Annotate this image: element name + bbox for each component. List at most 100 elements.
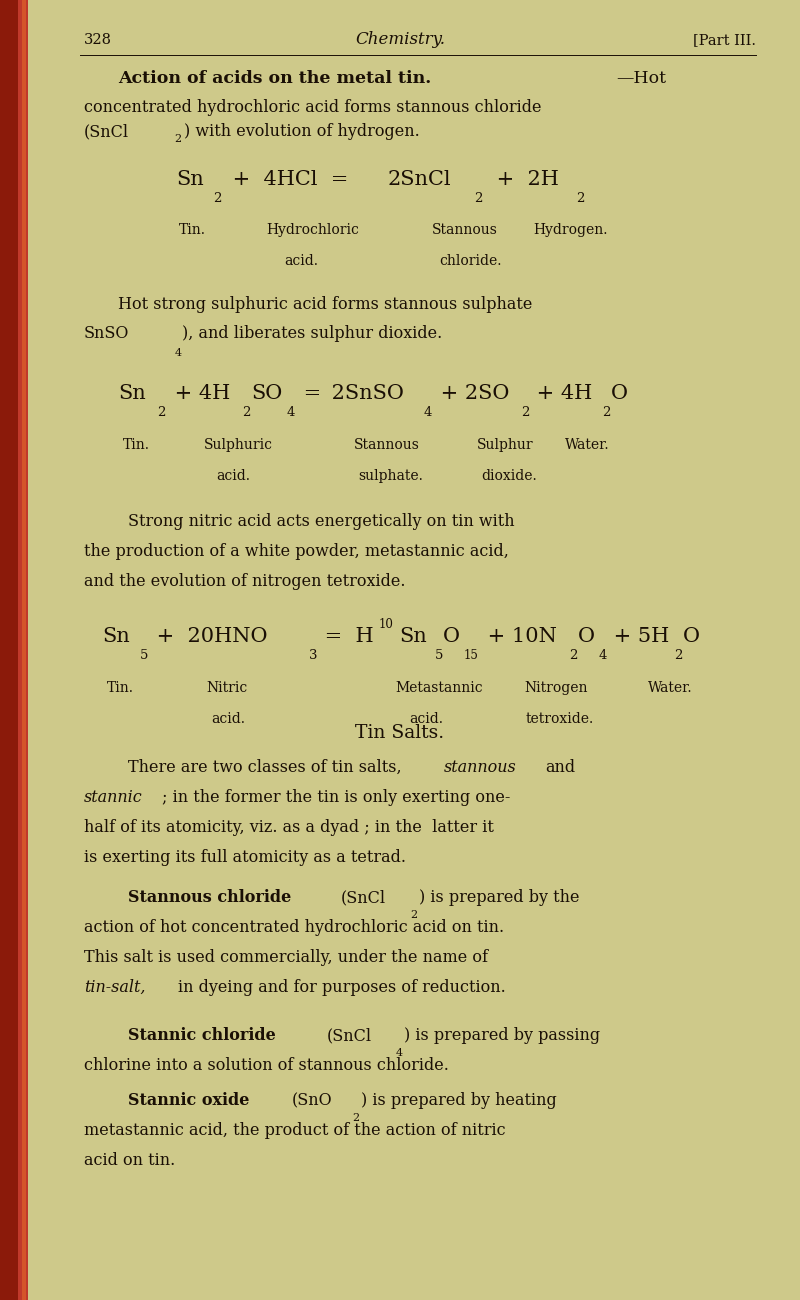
Text: ; in the former the tin is only exerting one-: ; in the former the tin is only exerting… — [162, 789, 510, 806]
Bar — [0, 0, 18, 1300]
Text: 4: 4 — [395, 1048, 402, 1058]
Text: + 4H: + 4H — [530, 384, 593, 403]
Text: acid.: acid. — [211, 712, 246, 725]
Text: Water.: Water. — [648, 681, 693, 694]
Text: 2: 2 — [570, 649, 578, 662]
Text: +  2H: + 2H — [490, 169, 558, 188]
Text: + 10N: + 10N — [481, 627, 557, 646]
Text: 3: 3 — [309, 649, 318, 662]
Text: acid.: acid. — [216, 469, 250, 482]
Text: 2: 2 — [522, 406, 530, 419]
Text: Hydrogen.: Hydrogen. — [534, 224, 608, 237]
Text: SO: SO — [251, 384, 282, 403]
Text: Tin.: Tin. — [179, 224, 206, 237]
Text: Sn: Sn — [176, 169, 204, 188]
Text: Nitric: Nitric — [206, 681, 248, 694]
Text: + 5H: + 5H — [607, 627, 670, 646]
Text: There are two classes of tin salts,: There are two classes of tin salts, — [128, 759, 402, 776]
Text: 4: 4 — [424, 406, 432, 419]
Text: =: = — [297, 384, 321, 403]
Text: 2: 2 — [602, 406, 610, 419]
Text: dioxide.: dioxide. — [481, 469, 537, 482]
Text: 328: 328 — [84, 34, 112, 47]
Text: ), and liberates sulphur dioxide.: ), and liberates sulphur dioxide. — [182, 325, 442, 342]
Text: 5: 5 — [140, 649, 148, 662]
Text: O: O — [443, 627, 460, 646]
Text: acid.: acid. — [284, 255, 318, 268]
Text: Stannous chloride: Stannous chloride — [128, 889, 291, 906]
Text: 2: 2 — [214, 191, 222, 204]
Text: +  4HCl  =: + 4HCl = — [226, 169, 348, 188]
Text: 10: 10 — [378, 618, 394, 630]
Text: Action of acids on the metal tin.: Action of acids on the metal tin. — [118, 70, 432, 87]
Text: Strong nitric acid acts energetically on tin with: Strong nitric acid acts energetically on… — [128, 514, 514, 530]
Text: 2: 2 — [474, 191, 482, 204]
Text: O: O — [611, 384, 628, 403]
Text: Metastannic: Metastannic — [395, 681, 483, 694]
Text: +  20HNO: + 20HNO — [150, 627, 267, 646]
Text: Tin.: Tin. — [106, 681, 134, 694]
Text: acid.: acid. — [409, 712, 443, 725]
Text: in dyeing and for purposes of reduction.: in dyeing and for purposes of reduction. — [178, 979, 506, 996]
Text: stannic: stannic — [84, 789, 142, 806]
Text: Tin Salts.: Tin Salts. — [355, 724, 445, 742]
Text: [Part III.: [Part III. — [693, 34, 756, 47]
Text: 2: 2 — [352, 1113, 359, 1123]
Text: 4: 4 — [174, 348, 182, 359]
Text: Stannic chloride: Stannic chloride — [128, 1027, 276, 1044]
Bar — [18, 0, 22, 1300]
Text: (SnCl: (SnCl — [341, 889, 386, 906]
Text: 4: 4 — [598, 649, 606, 662]
Text: 2: 2 — [242, 406, 250, 419]
Text: 2: 2 — [674, 649, 682, 662]
Text: and the evolution of nitrogen tetroxide.: and the evolution of nitrogen tetroxide. — [84, 573, 406, 590]
Text: 2: 2 — [174, 134, 182, 144]
Text: action of hot concentrated hydrochloric acid on tin.: action of hot concentrated hydrochloric … — [84, 919, 504, 936]
Text: Stannous: Stannous — [432, 224, 498, 237]
Text: Tin.: Tin. — [122, 438, 150, 451]
Text: Sn: Sn — [102, 627, 130, 646]
Text: Sulphuric: Sulphuric — [204, 438, 273, 451]
Text: chloride.: chloride. — [439, 255, 502, 268]
Text: tetroxide.: tetroxide. — [526, 712, 594, 725]
Text: 2: 2 — [576, 191, 584, 204]
Bar — [26, 0, 28, 1300]
Text: acid on tin.: acid on tin. — [84, 1152, 175, 1169]
Text: Water.: Water. — [565, 438, 610, 451]
Bar — [22, 0, 26, 1300]
Text: Nitrogen: Nitrogen — [524, 681, 587, 694]
Text: Hydrochloric: Hydrochloric — [266, 224, 359, 237]
Text: 4: 4 — [286, 406, 294, 419]
Text: SnSO: SnSO — [84, 325, 130, 342]
Text: Sulphur: Sulphur — [477, 438, 534, 451]
Text: Sn: Sn — [118, 384, 146, 403]
Text: and: and — [546, 759, 576, 776]
Text: 2SnSO: 2SnSO — [325, 384, 404, 403]
Text: (SnO: (SnO — [292, 1092, 333, 1109]
Text: Stannous: Stannous — [354, 438, 419, 451]
Text: ) is prepared by heating: ) is prepared by heating — [361, 1092, 557, 1109]
Text: is exerting its full atomicity as a tetrad.: is exerting its full atomicity as a tetr… — [84, 849, 406, 866]
Text: O: O — [578, 627, 594, 646]
Text: Sn: Sn — [399, 627, 427, 646]
Text: chlorine into a solution of stannous chloride.: chlorine into a solution of stannous chl… — [84, 1057, 449, 1074]
Text: 2SnCl: 2SnCl — [387, 169, 451, 188]
Text: (SnCl: (SnCl — [84, 124, 129, 140]
Text: the production of a white powder, metastannic acid,: the production of a white powder, metast… — [84, 543, 509, 560]
Text: =  H: = H — [318, 627, 374, 646]
Text: 15: 15 — [464, 649, 479, 662]
Text: + 4H: + 4H — [168, 384, 230, 403]
Text: stannous: stannous — [444, 759, 517, 776]
Text: half of its atomicity, viz. as a dyad ; in the  latter it: half of its atomicity, viz. as a dyad ; … — [84, 819, 494, 836]
Text: ) is prepared by the: ) is prepared by the — [419, 889, 580, 906]
Text: Stannic oxide: Stannic oxide — [128, 1092, 250, 1109]
Text: concentrated hydrochloric acid forms stannous chloride: concentrated hydrochloric acid forms sta… — [84, 99, 542, 116]
Text: tin-salt,: tin-salt, — [84, 979, 146, 996]
Text: + 2SO: + 2SO — [434, 384, 509, 403]
Text: ) is prepared by passing: ) is prepared by passing — [404, 1027, 600, 1044]
Text: Hot strong sulphuric acid forms stannous sulphate: Hot strong sulphuric acid forms stannous… — [118, 296, 533, 313]
Text: O: O — [682, 627, 699, 646]
Text: 2: 2 — [410, 910, 418, 920]
Text: ) with evolution of hydrogen.: ) with evolution of hydrogen. — [184, 124, 420, 140]
Text: This salt is used commercially, under the name of: This salt is used commercially, under th… — [84, 949, 488, 966]
